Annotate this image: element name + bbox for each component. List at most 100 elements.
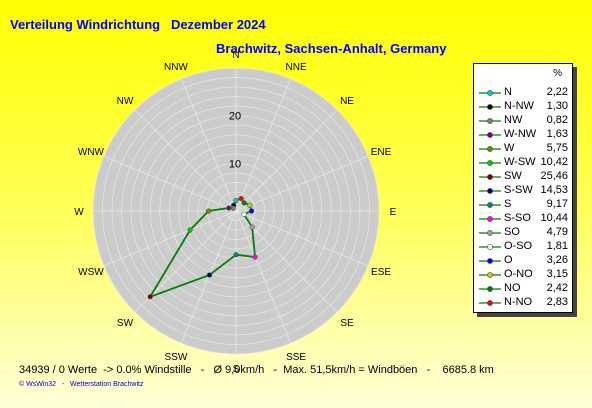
legend-marker [479, 258, 501, 264]
direction-label-ese: ESE [371, 267, 391, 278]
data-point-n [233, 197, 239, 204]
legend-label: N-NO [504, 296, 533, 308]
legend-marker [479, 216, 501, 222]
legend-label: O-NO [504, 268, 533, 280]
legend-marker-dot [487, 146, 493, 152]
direction-label-s: S [233, 364, 240, 375]
direction-label-e: E [390, 207, 397, 218]
legend-marker-dot [487, 244, 493, 250]
legend-marker [479, 202, 501, 208]
legend-item: W 5,75 [474, 142, 572, 156]
legend-label: S-SO [504, 212, 531, 224]
legend-label: O-SO [504, 240, 533, 252]
legend-item: W-NW 1,63 [474, 128, 572, 142]
legend-label: NO [504, 282, 521, 294]
legend-item: S-SW 14,53 [474, 184, 572, 198]
legend-marker-dot [487, 118, 493, 124]
grid-spoke [235, 210, 369, 267]
legend-label: W-SW [504, 156, 536, 168]
legend-item: W-SW 10,42 [474, 156, 572, 170]
legend-marker-dot [487, 216, 493, 222]
legend-marker-dot [487, 90, 493, 96]
data-point-w-nw [226, 205, 232, 211]
legend-marker-dot [487, 160, 493, 166]
data-point-so [249, 224, 255, 230]
ring-label-10: 10 [229, 158, 241, 170]
legend-value: 0,82 [546, 114, 568, 126]
legend-marker-dot [487, 188, 493, 194]
legend-value: 1,81 [546, 240, 568, 252]
legend-marker [479, 188, 501, 194]
legend-value: 2,42 [546, 282, 568, 294]
legend-marker [479, 160, 501, 166]
grid-spoke [235, 210, 292, 344]
grid-spoke [235, 78, 292, 212]
legend-marker-dot [487, 202, 493, 208]
legend-item: O-NO 3,15 [474, 268, 572, 282]
data-point-o-so [241, 211, 247, 217]
legend-value: 3,15 [546, 268, 568, 280]
legend-marker [479, 174, 501, 180]
legend-value: 5,75 [546, 142, 568, 154]
chart-title: Verteilung Windrichtung Dezember 2024 [10, 17, 266, 32]
copyright-text: © WsWin32 - Wetterstation Brachwitz [19, 381, 144, 388]
legend-item: SW 25,46 [474, 170, 572, 184]
legend-marker-dot [487, 104, 493, 110]
direction-label-wnw: WNW [78, 147, 105, 158]
legend-marker-dot [487, 272, 493, 278]
legend-value: 10,44 [540, 212, 568, 224]
legend-label: NW [504, 114, 523, 126]
legend-value: 9,17 [546, 198, 568, 210]
data-point-nw [230, 205, 236, 211]
legend-marker [479, 90, 501, 96]
data-point-s [233, 252, 239, 258]
legend-label: N-NW [504, 100, 534, 112]
legend-item: N-NW 1,30 [474, 100, 572, 114]
direction-label-w: W [74, 207, 84, 218]
direction-label-sse: SSE [286, 352, 306, 363]
legend-marker [479, 272, 501, 278]
legend-value: 4,79 [546, 226, 568, 238]
direction-label-nw: NW [117, 96, 134, 107]
data-point-s-sw [206, 272, 213, 278]
grid-spoke [134, 109, 237, 212]
legend-label: SW [504, 170, 522, 182]
legend-item: S-SO 10,44 [474, 212, 572, 226]
legend-value: 14,53 [540, 184, 568, 196]
legend-unit: % [553, 68, 562, 79]
data-point-no [241, 200, 247, 206]
legend-marker-dot [487, 230, 493, 236]
legend-item: N 2,22 [474, 86, 572, 100]
legend-marker-dot [487, 258, 493, 264]
legend-item: SO 4,79 [474, 226, 572, 240]
direction-label-se: SE [340, 318, 354, 329]
legend-value: 2,22 [546, 86, 568, 98]
grid-spoke [103, 210, 237, 267]
legend-label: S-SW [504, 184, 533, 196]
legend-value: 1,30 [546, 100, 568, 112]
legend-label: N [504, 86, 512, 98]
legend-marker [479, 104, 501, 110]
legend-item: O-SO 1,81 [474, 240, 572, 254]
legend-item: N-NO 2,83 [474, 296, 572, 310]
legend-marker-dot [487, 174, 493, 180]
legend-marker-dot [487, 132, 493, 138]
legend: % N 2,22 N-NW 1,30 NW 0,82 W-NW 1,63 W 5,75 W-SW 10… [473, 63, 573, 313]
legend-marker-dot [487, 286, 493, 292]
grid-spoke [180, 78, 237, 212]
legend-value: 10,42 [540, 156, 568, 168]
direction-label-sw: SW [117, 318, 134, 329]
legend-marker-dot [487, 300, 493, 306]
data-point-n-no [238, 195, 244, 202]
legend-marker [479, 244, 501, 250]
legend-label: W-NW [504, 128, 537, 140]
legend-value: 2,83 [546, 296, 568, 308]
legend-label: SO [504, 226, 520, 238]
direction-label-nnw: NNW [164, 62, 188, 73]
direction-label-nne: NNE [286, 62, 307, 73]
direction-label-n: N [232, 50, 239, 61]
data-point-sw [147, 294, 153, 300]
direction-label-ssw: SSW [165, 352, 188, 363]
ring-label-20: 20 [229, 111, 241, 123]
